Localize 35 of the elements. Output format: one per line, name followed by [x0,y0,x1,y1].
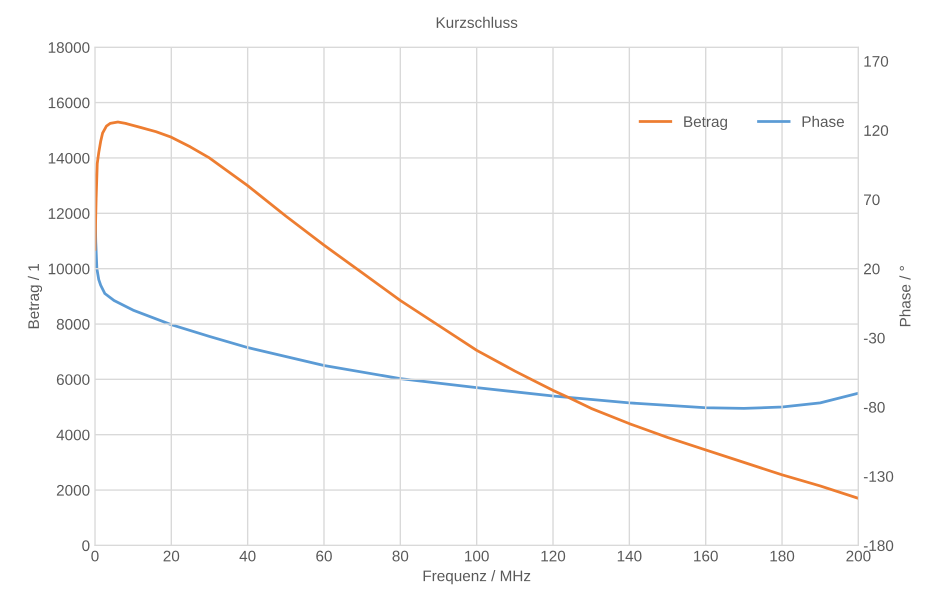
y-tick-label: 4000 [56,430,90,440]
x-tick-label: 120 [541,550,566,562]
y2-tick-label: 170 [864,56,888,67]
x-tick-label: 60 [316,550,332,562]
y2-axis-title: Phase / ° [899,266,911,326]
x-tick-label: 200 [846,550,871,562]
y2-tick-label: -30 [864,332,885,344]
x-tick-label: 40 [240,550,256,562]
x-tick-label: 100 [465,550,489,562]
x-tick-label: 160 [694,550,718,562]
y-tick-label: 2000 [56,484,90,496]
y-tick-label: 12000 [48,208,90,219]
legend-label: Phase [802,116,844,128]
y-tick-label: 14000 [48,152,90,164]
y-tick-label: 18000 [48,42,90,53]
chart-title: Kurzschluss [436,16,518,28]
y-tick-label: 8000 [56,318,90,330]
y-axis-title: Betrag / 1 [28,264,42,328]
y-tick-label: 0 [82,540,90,552]
x-tick-label: 180 [770,550,794,562]
y-tick-label: 16000 [48,97,90,108]
x-tick-label: 0 [91,550,99,562]
legend-label: Betrag [684,116,727,130]
x-axis-title: Frequenz / MHz [424,570,530,584]
y2-tick-label: 70 [864,194,880,206]
y2-tick-label: -80 [864,402,885,413]
y-tick-label: 10000 [48,264,90,274]
y2-tick-label: 20 [864,264,880,274]
y-tick-label: 6000 [56,374,90,386]
y2-tick-label: 120 [864,125,888,136]
x-tick-label: 20 [164,550,180,562]
x-tick-label: 140 [618,550,642,562]
x-tick-label: 80 [392,550,408,562]
y2-tick-label: -130 [864,471,894,482]
y2-tick-label: -180 [864,540,894,552]
